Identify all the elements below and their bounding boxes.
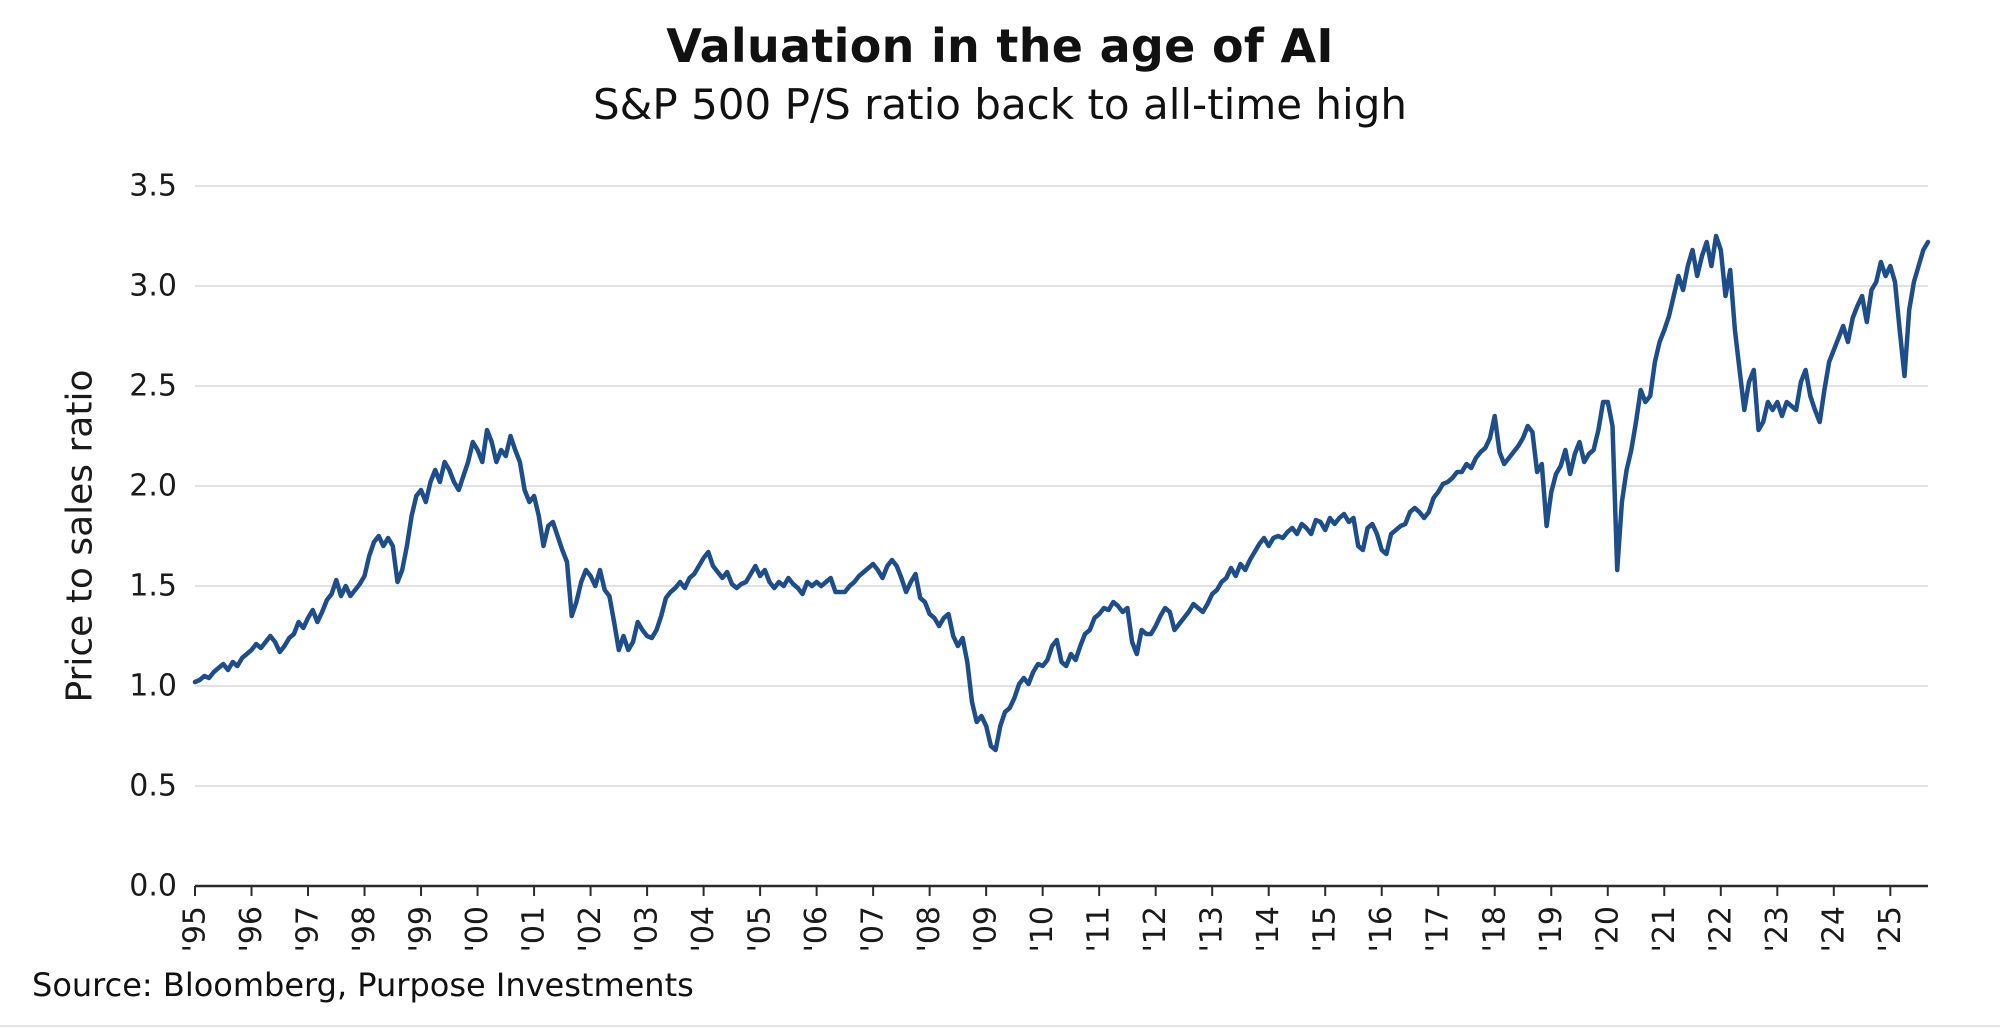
x-tick-label: '14 xyxy=(1251,906,1286,952)
y-tick-label: 3.0 xyxy=(129,269,177,304)
x-tick-label: '19 xyxy=(1534,906,1569,952)
x-tick-label: '02 xyxy=(573,906,608,952)
x-tick-label: '04 xyxy=(686,906,721,952)
y-tick-label: 0.0 xyxy=(129,869,177,904)
y-tick-label: 1.5 xyxy=(129,569,177,604)
y-tick-label: 0.5 xyxy=(129,769,177,804)
y-tick-label: 2.0 xyxy=(129,469,177,504)
ps-ratio-series-line xyxy=(192,233,1931,753)
x-tick-label: '17 xyxy=(1421,906,1456,952)
source-note: Source: Bloomberg, Purpose Investments xyxy=(32,966,694,1004)
x-tick-label: '95 xyxy=(178,906,213,952)
x-tick-label: '00 xyxy=(460,906,495,952)
x-tick-label: '25 xyxy=(1873,906,1908,952)
y-tick-label: 3.5 xyxy=(129,169,177,204)
bottom-divider xyxy=(0,1025,2000,1027)
x-tick-label: '97 xyxy=(291,906,326,952)
x-tick-label: '06 xyxy=(799,906,834,952)
x-tick-label: '22 xyxy=(1703,906,1738,952)
x-tick-label: '07 xyxy=(856,906,891,952)
x-tick-label: '18 xyxy=(1477,906,1512,952)
x-tick-label: '96 xyxy=(234,906,269,952)
x-tick-label: '10 xyxy=(1025,906,1060,952)
x-tick-label: '05 xyxy=(743,906,778,952)
x-tick-label: '23 xyxy=(1760,906,1795,952)
x-tick-label: '13 xyxy=(1195,906,1230,952)
x-tick-label: '03 xyxy=(630,906,665,952)
x-tick-label: '12 xyxy=(1138,906,1173,952)
y-tick-label: 1.0 xyxy=(129,669,177,704)
x-tick-label: '15 xyxy=(1308,906,1343,952)
x-tick-label: '11 xyxy=(1082,906,1117,952)
x-tick-label: '08 xyxy=(912,906,947,952)
chart-header: Valuation in the age of AI S&P 500 P/S r… xyxy=(0,20,2000,129)
chart-subtitle: S&P 500 P/S ratio back to all-time high xyxy=(593,79,1407,129)
x-tick-label: '16 xyxy=(1364,906,1399,952)
x-tick-label: '09 xyxy=(969,906,1004,952)
x-tick-label: '98 xyxy=(347,906,382,952)
chart-title: Valuation in the age of AI xyxy=(666,19,1334,73)
x-tick-label: '99 xyxy=(404,906,439,952)
x-tick-label: '20 xyxy=(1590,906,1625,952)
x-tick-label: '21 xyxy=(1647,906,1682,952)
y-tick-label: 2.5 xyxy=(129,369,177,404)
x-tick-label: '01 xyxy=(517,906,552,952)
x-tick-label: '24 xyxy=(1816,906,1851,952)
